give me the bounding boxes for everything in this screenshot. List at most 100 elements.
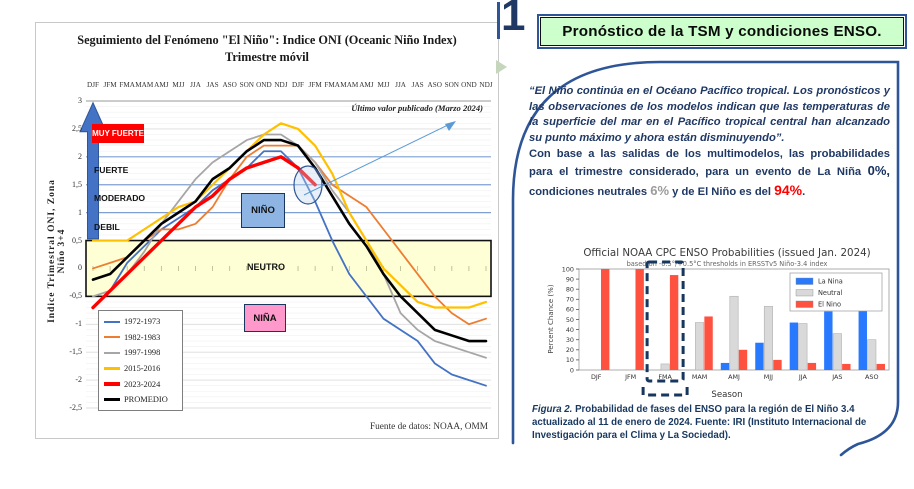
data-source-note: Fuente de datos: NOAA, OMM bbox=[369, 422, 488, 432]
figure-2-caption: Figura 2. Probabilidad de fases del ENSO… bbox=[532, 404, 884, 442]
oni-y-tick: 3 bbox=[78, 96, 82, 105]
svg-text:30: 30 bbox=[566, 336, 574, 344]
oni-x-label: MAM bbox=[340, 81, 359, 89]
svg-text:JJA: JJA bbox=[798, 373, 808, 381]
svg-text:MJJ: MJJ bbox=[764, 373, 773, 381]
oni-y-tick: 2,5 bbox=[72, 123, 82, 133]
svg-text:La Nina: La Nina bbox=[818, 278, 843, 286]
svg-text:50: 50 bbox=[566, 316, 574, 324]
oni-legend-label: 1997-1998 bbox=[124, 348, 161, 358]
panel-header: Pronóstico de la TSM y condiciones ENSO. bbox=[537, 14, 907, 49]
oni-legend-swatch bbox=[104, 382, 120, 386]
oni-legend-item: 1997-1998 bbox=[104, 345, 178, 361]
oni-x-label: JAS bbox=[411, 81, 424, 89]
svg-text:FMA: FMA bbox=[658, 373, 672, 381]
prob-chart-subtitle: based on -0.5°/+0.5°C thresholds in ERSS… bbox=[626, 260, 828, 268]
oni-y-tick: 1,5 bbox=[72, 179, 82, 189]
oni-x-label: DJF bbox=[292, 81, 305, 89]
oni-y-tick: -0,5 bbox=[69, 291, 82, 301]
zone-label-fuerte: FUERTE bbox=[94, 165, 129, 175]
zone-label-nina: NIÑA bbox=[244, 304, 286, 332]
svg-text:ASO: ASO bbox=[865, 373, 878, 381]
svg-text:Neutral: Neutral bbox=[818, 289, 843, 297]
oni-x-label: ASO bbox=[427, 81, 442, 89]
oni-x-label: FMA bbox=[324, 81, 340, 89]
oni-legend-label: 2015-2016 bbox=[124, 364, 161, 374]
forecast-text-1: Con base a las salidas de los multimodel… bbox=[529, 147, 890, 179]
oni-legend-item: 1972-1973 bbox=[104, 314, 178, 330]
svg-text:JAS: JAS bbox=[831, 373, 842, 381]
forecast-text-3: y de El Niño es del bbox=[669, 186, 775, 199]
oni-legend-item: 1982-1983 bbox=[104, 330, 178, 346]
slide-number: 1 bbox=[501, 0, 526, 40]
oni-x-label: NDJ bbox=[274, 81, 288, 89]
oni-x-label: SON bbox=[239, 81, 254, 89]
oni-x-label: FMA bbox=[119, 81, 135, 89]
svg-text:10: 10 bbox=[566, 356, 574, 364]
svg-text:100: 100 bbox=[562, 265, 574, 273]
oni-y-tick: -2,5 bbox=[69, 403, 82, 412]
oni-y-axis-title: Indice Trimestral ONI, Zona Niño 3+4 bbox=[47, 179, 67, 323]
svg-text:JFM: JFM bbox=[624, 373, 636, 381]
oni-x-label: JFM bbox=[308, 81, 322, 89]
oni-y-tick: -1,5 bbox=[69, 347, 82, 357]
svg-text:60: 60 bbox=[566, 306, 574, 314]
oni-x-label: SON bbox=[444, 81, 459, 89]
zone-label-nino: NIÑO bbox=[241, 193, 285, 228]
oni-x-label: ASO bbox=[222, 81, 237, 89]
forecast-text-2: condiciones neutrales bbox=[529, 186, 651, 199]
la-nina-probability: 0%, bbox=[867, 163, 890, 179]
oni-x-label: JAS bbox=[206, 81, 219, 89]
bullet-arrow-icon bbox=[496, 60, 507, 74]
svg-text:El Nino: El Nino bbox=[818, 301, 841, 309]
oni-legend-swatch bbox=[104, 336, 120, 339]
svg-text:40: 40 bbox=[566, 326, 574, 334]
oni-y-tick: -1 bbox=[75, 319, 82, 329]
prob-x-axis-label: Season bbox=[711, 390, 743, 400]
svg-text:90: 90 bbox=[566, 275, 574, 283]
forecast-paragraph: “El Niño continúa en el Océano Pacífico … bbox=[529, 84, 890, 201]
oni-x-label: JFM bbox=[103, 81, 117, 89]
svg-text:MAM: MAM bbox=[692, 373, 707, 381]
oni-legend-swatch bbox=[104, 398, 120, 402]
oni-legend: 1972-1973 1982-1983 1997-1998 2015-2016 2023… bbox=[98, 310, 183, 411]
svg-text:70: 70 bbox=[566, 296, 574, 304]
oni-x-label: NDJ bbox=[479, 81, 493, 89]
oni-x-label: OND bbox=[461, 81, 477, 89]
oni-legend-item: PROMEDIO bbox=[104, 392, 178, 408]
prob-y-axis-label: Percent Chance (%) bbox=[547, 284, 555, 354]
forecast-quote: “El Niño continúa en el Océano Pacífico … bbox=[529, 85, 890, 145]
oni-legend-label: 1972-1973 bbox=[124, 317, 161, 327]
svg-text:0: 0 bbox=[570, 366, 574, 374]
oni-legend-swatch bbox=[104, 351, 120, 354]
figure-2-label: Figura 2. bbox=[532, 404, 573, 415]
oni-y-tick: -2 bbox=[75, 375, 82, 385]
svg-text:20: 20 bbox=[566, 346, 574, 354]
oni-figure: Seguimiento del Fenómeno "El Niño": Indi… bbox=[35, 22, 499, 439]
oni-legend-item: 2015-2016 bbox=[104, 361, 178, 377]
zone-label-neutro: NEUTRO bbox=[247, 262, 285, 272]
oni-x-label: JJA bbox=[190, 81, 201, 89]
svg-text:80: 80 bbox=[566, 286, 574, 294]
decorative-edge-line bbox=[497, 2, 500, 39]
zone-label-moderado: MODERADO bbox=[94, 193, 146, 203]
svg-text:AMJ: AMJ bbox=[728, 373, 740, 381]
oni-x-label: JJA bbox=[395, 81, 406, 89]
oni-figure-title: Seguimiento del Fenómeno "El Niño": Indi… bbox=[36, 32, 498, 65]
oni-x-label: MJJ bbox=[172, 81, 185, 89]
zone-label-debil: DEBIL bbox=[94, 222, 120, 232]
oni-legend-swatch bbox=[104, 320, 120, 323]
oni-x-label: AMJ bbox=[359, 81, 374, 89]
oni-x-label: MAM bbox=[135, 81, 154, 89]
forecast-text-4: . bbox=[802, 186, 806, 199]
prob-chart-title: Official NOAA CPC ENSO Probabilities (is… bbox=[583, 247, 871, 259]
oni-x-label: MJJ bbox=[377, 81, 390, 89]
prob-bar-plot: 0 10 20 30 40 50 60 70 80 90 100 DJF JFM FMA MAM AMJ MJJ… bbox=[562, 260, 890, 397]
el-nino-probability: 94% bbox=[774, 182, 803, 199]
oni-legend-label: 1982-1983 bbox=[124, 332, 161, 342]
oni-title-line1: Seguimiento del Fenómeno "El Niño": Indi… bbox=[77, 33, 457, 47]
oni-legend-label: 2023-2024 bbox=[124, 379, 161, 389]
oni-x-label: DJF bbox=[87, 81, 99, 89]
oni-x-label: OND bbox=[256, 81, 272, 89]
enso-probability-chart: Official NOAA CPC ENSO Probabilities (is… bbox=[537, 247, 909, 407]
